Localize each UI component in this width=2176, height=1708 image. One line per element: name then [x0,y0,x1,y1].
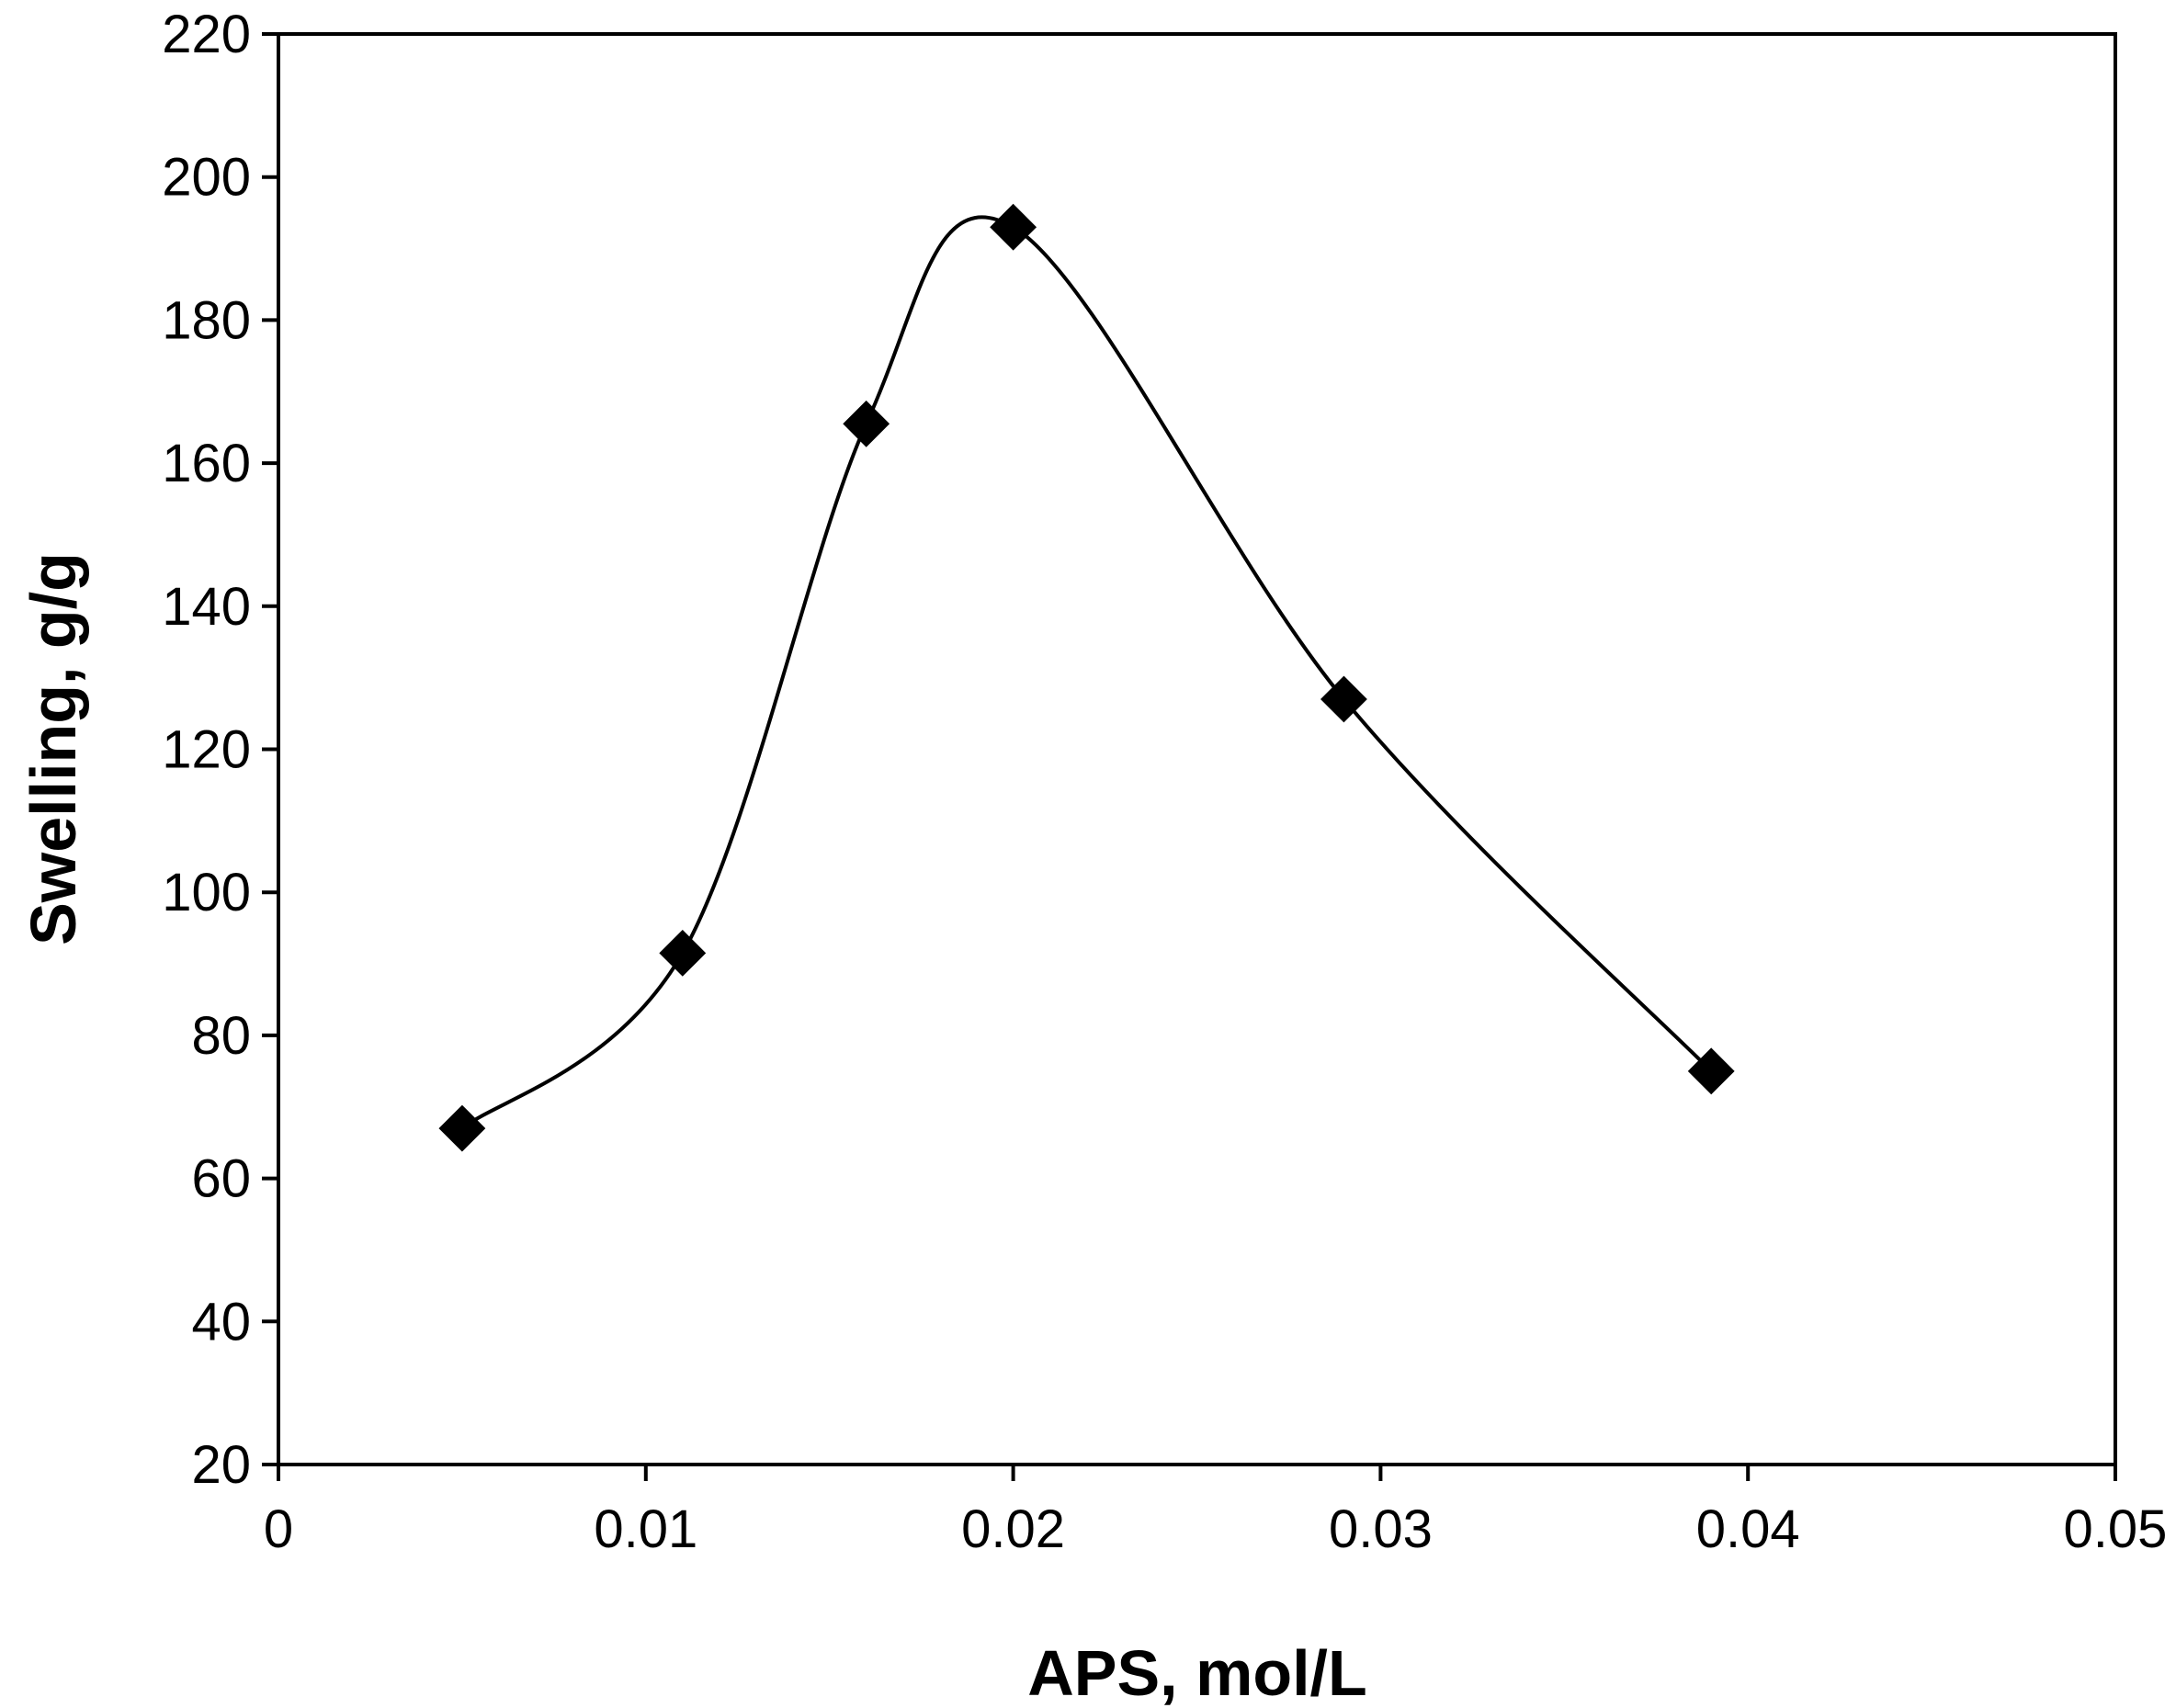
y-tick-label: 160 [162,434,251,493]
y-tick-label: 20 [191,1435,251,1495]
y-axis-title: Swelling, g/g [17,552,89,945]
y-tick-label: 120 [162,720,251,780]
y-tick-label: 40 [191,1292,251,1352]
y-tick-label: 140 [162,577,251,637]
x-tick-label: 0.02 [961,1499,1065,1559]
x-tick-label: 0.03 [1329,1499,1433,1559]
series-markers [438,203,1735,1152]
y-tick-label: 220 [162,5,251,64]
y-tick-label: 180 [162,290,251,350]
y-tick-label: 80 [191,1006,251,1066]
y-tick-label: 100 [162,863,251,922]
data-point-marker [990,203,1037,251]
y-axis-ticks: 20 40 60 80 100 120 140 160 180 200 220 [162,5,278,1495]
series-line [460,215,1713,1130]
data-point-marker [659,929,707,977]
x-tick-label: 0.04 [1696,1499,1800,1559]
x-tick-label: 0.05 [2064,1499,2168,1559]
y-tick-label: 200 [162,148,251,208]
x-axis-ticks: 0 0.01 0.02 0.03 0.04 0.05 [264,1465,2168,1559]
x-tick-label: 0 [264,1499,293,1559]
x-tick-label: 0.01 [594,1499,697,1559]
x-axis-title: APS, mol/L [1027,1637,1366,1708]
data-point-marker [843,400,890,447]
data-point-marker [1687,1047,1735,1095]
plot-area-frame [277,32,2117,1466]
data-point-marker [1320,675,1367,723]
y-tick-label: 60 [191,1149,251,1209]
data-point-marker [438,1104,486,1152]
